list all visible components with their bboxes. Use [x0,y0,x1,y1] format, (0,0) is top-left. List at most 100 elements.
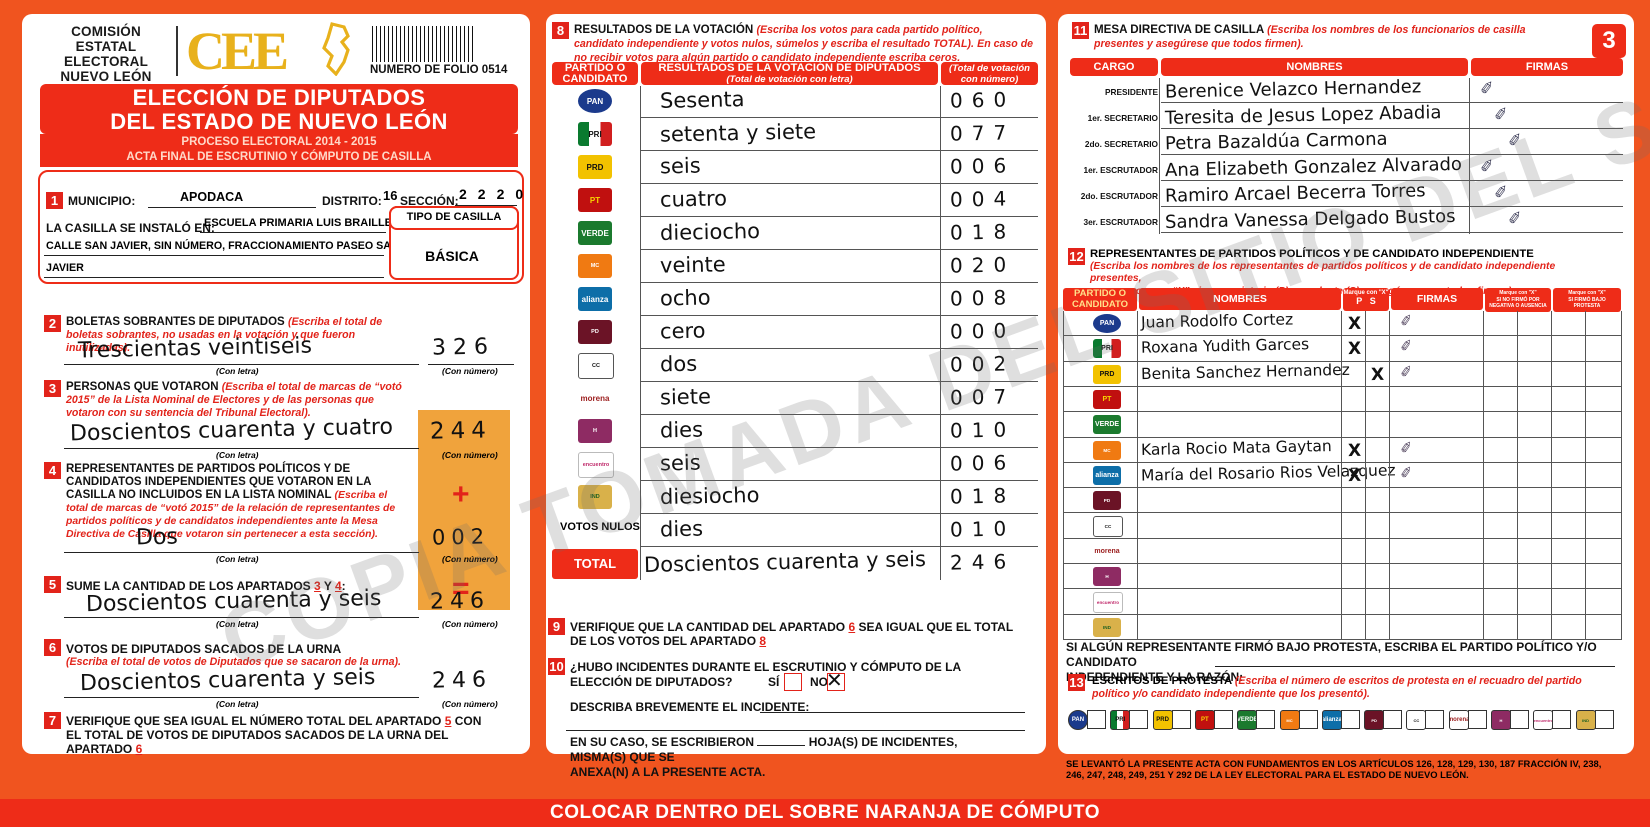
main-title: ELECCIÓN DE DIPUTADOS DEL ESTADO DE NUEV… [40,84,518,134]
s2-d1: 3 [431,335,454,361]
escrito-protesta-box-encuentro-social[interactable] [1552,710,1572,729]
section-8-letras-value: seis [659,450,701,476]
section-4-title: REPRESENTANTES DE PARTIDOS POLÍTICOS Y D… [66,463,411,541]
protest-note-1: SI ALGÚN REPRESENTANTE FIRMÓ BAJO PROTES… [1066,640,1597,669]
party-logo-independiente-icon: IND [1575,710,1596,730]
section-5-ref-b: 4 [334,579,342,593]
s12-neg-3: NEGATIVA O AUSENCIA [1489,303,1547,309]
protest-note: SI ALGÚN REPRESENTANTE FIRMÓ BAJO PROTES… [1066,640,1616,685]
section-13-title: ESCRITOS DE PROTESTA [1092,675,1232,687]
s8-c1-l1: PARTIDO O [564,62,626,74]
rep-propietario-mark: X [1347,339,1362,360]
section-8-letras-value: setenta y siete [659,119,817,147]
direccion-line-2: JAVIER [46,262,84,274]
section-9-ref-8: 8 [759,634,767,648]
section-8-row-rule [641,249,1038,250]
direccion-line-1: CALLE SAN JAVIER, SIN NÚMERO, FRACCIONAM… [46,240,399,252]
section-12-col-marque: Marque con "X" P S [1343,288,1389,311]
escrito-protesta-box-cruzada-ciudadana[interactable] [1425,710,1445,729]
section-13-instruction: (Escriba el número de escritos de protes… [1092,675,1582,700]
rep-col-divider-7 [1551,311,1552,640]
escrito-protesta-box-pan[interactable] [1087,710,1106,729]
mesa-cargo-label: 1er. ESCRUTADOR [1083,165,1158,175]
section-10-number: 10 [548,658,565,675]
s8-c1-l2: CANDIDATO [562,72,628,85]
rep-propietario-mark: X [1347,313,1362,335]
title-line-2: DEL ESTADO DE NUEVO LEÓN [110,109,448,134]
section-8-row-rule [641,216,1038,217]
section-3-title-text: PERSONAS QUE VOTARON [66,381,219,393]
section-8-digits: 007 [949,384,1016,410]
section-8-row-rule [641,414,1038,415]
section-6-letra-label: (Con letra) [216,699,259,709]
s6-d1: 2 [431,668,453,694]
escrito-protesta-box-partido-democrata[interactable] [1383,710,1403,729]
section-12-col-protesta: Marque con "X" SI FIRMÓ BAJO PROTESTA [1553,288,1621,312]
rep-col-divider-8 [1585,311,1586,640]
section-5-ref-a: 3 [314,579,321,593]
section-8-row-rule [641,381,1038,382]
escrito-protesta-box-prd[interactable] [1171,710,1191,729]
section-6-numero-label: (Con número) [442,699,498,709]
plus-operator: + [452,478,470,511]
rep-col-divider-0 [1063,311,1064,640]
escrito-protesta-box-movimiento-ciudadano[interactable] [1298,710,1318,729]
section-3-instruction: (Escriba el total de marcas de “votó 201… [66,381,402,419]
party-logo-pt-icon: PT [1093,389,1121,409]
total-digits: 246 [949,549,1016,575]
section-3-numero-digits: 244 [430,417,492,444]
section-6-instruction: (Escriba el total de votos de Diputados … [66,656,401,668]
escrito-protesta-box-pt[interactable] [1213,710,1233,729]
seccion-digit-1: 2 [459,186,478,202]
party-logo-pan-icon: PAN [578,89,612,113]
section-13-header: ESCRITOS DE PROTESTA (Escriba el número … [1092,675,1612,701]
no-checkbox[interactable] [827,673,845,691]
section-5-numero-label: (Con número) [442,619,498,629]
s6-d3: 6 [471,667,493,693]
section-12-col-negativa: Marque con "X" SI NO FIRMÓ POR NEGATIVA … [1485,288,1551,312]
section-8-row-rule [641,117,1038,118]
section-11-header: MESA DIRECTIVA DE CASILLA (Escriba los n… [1094,23,1564,51]
section-8-digits: 006 [949,450,1016,476]
escrito-protesta-box-humanista[interactable] [1510,710,1529,729]
s12-c1-l1: PARTIDO O [1073,288,1127,299]
party-logo-pan-icon: PAN [1068,710,1088,730]
party-logo-prd-icon: PRD [1093,364,1121,384]
section-11-number: 11 [1072,22,1089,39]
municipio-label: MUNICIPIO: [68,194,136,208]
seccion-digits: 2220 [459,186,534,202]
party-logo-alianza-icon: alianza [1321,710,1342,730]
escrito-protesta-box-alianza[interactable] [1340,710,1360,729]
section-8-letras-value: dieciocho [659,218,761,246]
s3-d3: 4 [471,417,493,444]
total-label: TOTAL [552,549,638,579]
section-11-instruction: (Escriba los nombres de los funcionarios… [1094,24,1526,50]
s12-pro-2: SI FIRMÓ BAJO [1568,296,1606,303]
s12-pro-1: Marque con "X" [1568,290,1606,296]
escrito-protesta-box-pri[interactable] [1129,710,1149,729]
section-8-digits: 010 [949,417,1016,443]
party-logo-cruzada-ciudadana-icon: CC [1406,710,1427,730]
section-8-digits: 018 [949,219,1016,245]
section-2-title-text: BOLETAS SOBRANTES DE DIPUTADOS [66,316,285,328]
section-7-ref-5: 5 [444,714,452,728]
si-checkbox[interactable] [784,673,802,691]
describa-label: DESCRIBA BREVEMENTE EL INCIDENTE: [570,700,810,714]
votos-nulos-rule [641,546,1038,547]
party-logo-morena-icon: morena [578,386,612,410]
s3-d2: 4 [450,417,472,445]
section-8-letras-value: ocho [659,285,711,311]
section-5-numero-digits: 246 [430,588,491,614]
protest-note-2: INDEPENDIENTE Y LA RAZÓN: [1066,670,1244,684]
s3-d1: 2 [429,418,451,445]
escrito-protesta-box-independiente[interactable] [1594,710,1614,729]
s5-d1: 2 [429,589,451,615]
section-8-digits: 077 [949,120,1016,146]
escrito-protesta-box-morena[interactable] [1467,710,1487,729]
section-9-line1a: VERIFIQUE QUE LA CANTIDAD DEL APARTADO [570,620,846,634]
section-10-encaso-3: ANEXA(N) A LA PRESENTE ACTA. [570,765,766,779]
section-6-numero-digits: 246 [432,667,493,693]
barcode [372,26,520,62]
escrito-protesta-box-verde[interactable] [1256,710,1276,729]
